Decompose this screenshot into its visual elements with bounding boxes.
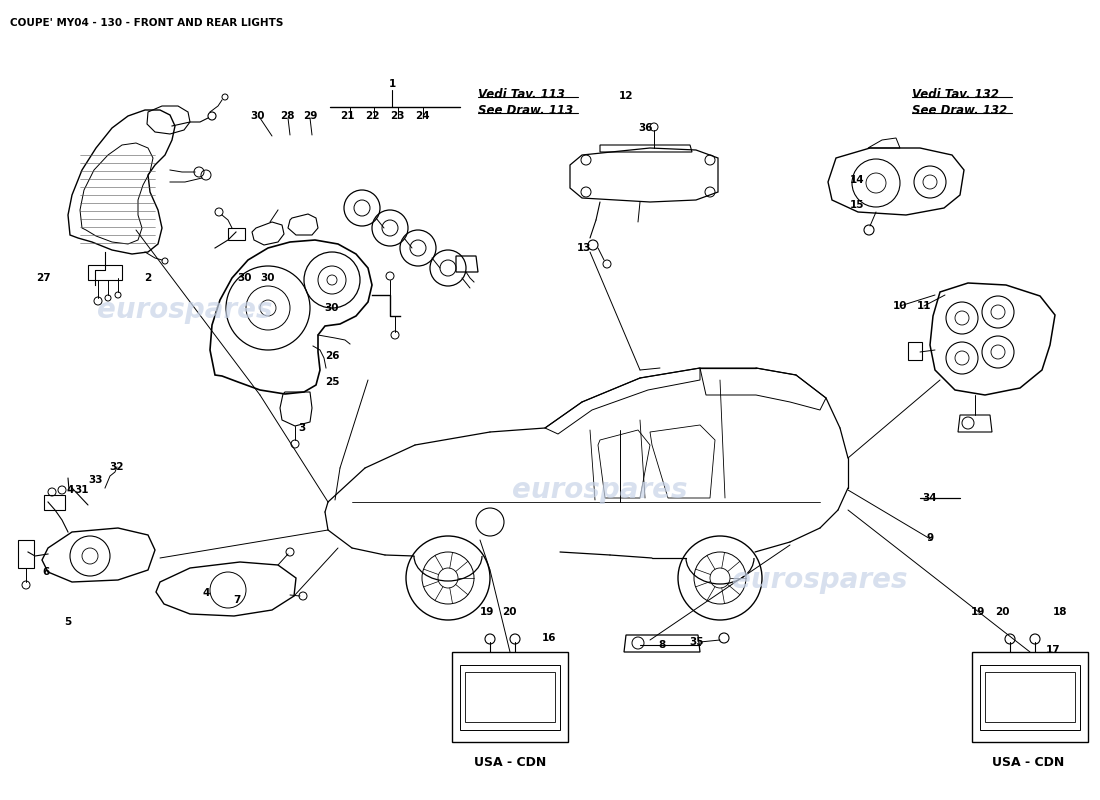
Text: 5: 5 [65,617,72,627]
Text: 3: 3 [298,423,306,433]
Text: 15: 15 [849,200,865,210]
Text: 27: 27 [35,273,51,283]
Text: 28: 28 [279,111,295,121]
Text: 29: 29 [302,111,317,121]
Text: 30: 30 [238,273,252,283]
Text: See Draw. 132: See Draw. 132 [912,104,1008,117]
Text: COUPE' MY04 - 130 - FRONT AND REAR LIGHTS: COUPE' MY04 - 130 - FRONT AND REAR LIGHT… [10,18,284,28]
Text: 24: 24 [415,111,429,121]
Text: 20: 20 [994,607,1010,617]
Text: 18: 18 [1053,607,1067,617]
Text: 33: 33 [89,475,103,485]
Text: 34: 34 [923,493,937,503]
Text: Vedi Tav. 132: Vedi Tav. 132 [912,88,999,101]
Text: 10: 10 [893,301,907,311]
Text: 2: 2 [144,273,152,283]
Text: eurospares: eurospares [97,296,273,324]
Text: 31: 31 [75,485,89,495]
Text: 9: 9 [926,533,934,543]
Text: Vedi Tav. 113: Vedi Tav. 113 [478,88,565,101]
Text: 22: 22 [365,111,380,121]
Text: 4: 4 [202,588,210,598]
Text: 30: 30 [251,111,265,121]
Text: 20: 20 [502,607,516,617]
Text: 16: 16 [541,633,557,643]
Text: eurospares: eurospares [513,476,688,504]
Text: 35: 35 [690,637,704,647]
Text: 8: 8 [659,640,666,650]
Text: 7: 7 [233,595,241,605]
Text: 12: 12 [618,91,634,101]
Text: 25: 25 [324,377,339,387]
Text: 36: 36 [639,123,653,133]
Text: See Draw. 113: See Draw. 113 [478,104,573,117]
Text: 30: 30 [261,273,275,283]
Text: eurospares: eurospares [733,566,908,594]
Text: 17: 17 [1046,645,1060,655]
Text: 14: 14 [849,175,865,185]
Text: USA - CDN: USA - CDN [474,755,546,769]
Text: 19: 19 [971,607,986,617]
Text: 21: 21 [340,111,354,121]
Text: 1: 1 [388,79,396,89]
Text: 30: 30 [324,303,339,313]
Text: 13: 13 [576,243,592,253]
Text: 19: 19 [480,607,494,617]
Text: 32: 32 [110,462,124,472]
Text: 6: 6 [43,567,50,577]
Text: 23: 23 [389,111,405,121]
Text: 26: 26 [324,351,339,361]
Text: 4: 4 [66,485,74,495]
Text: USA - CDN: USA - CDN [992,755,1064,769]
Text: 11: 11 [916,301,932,311]
